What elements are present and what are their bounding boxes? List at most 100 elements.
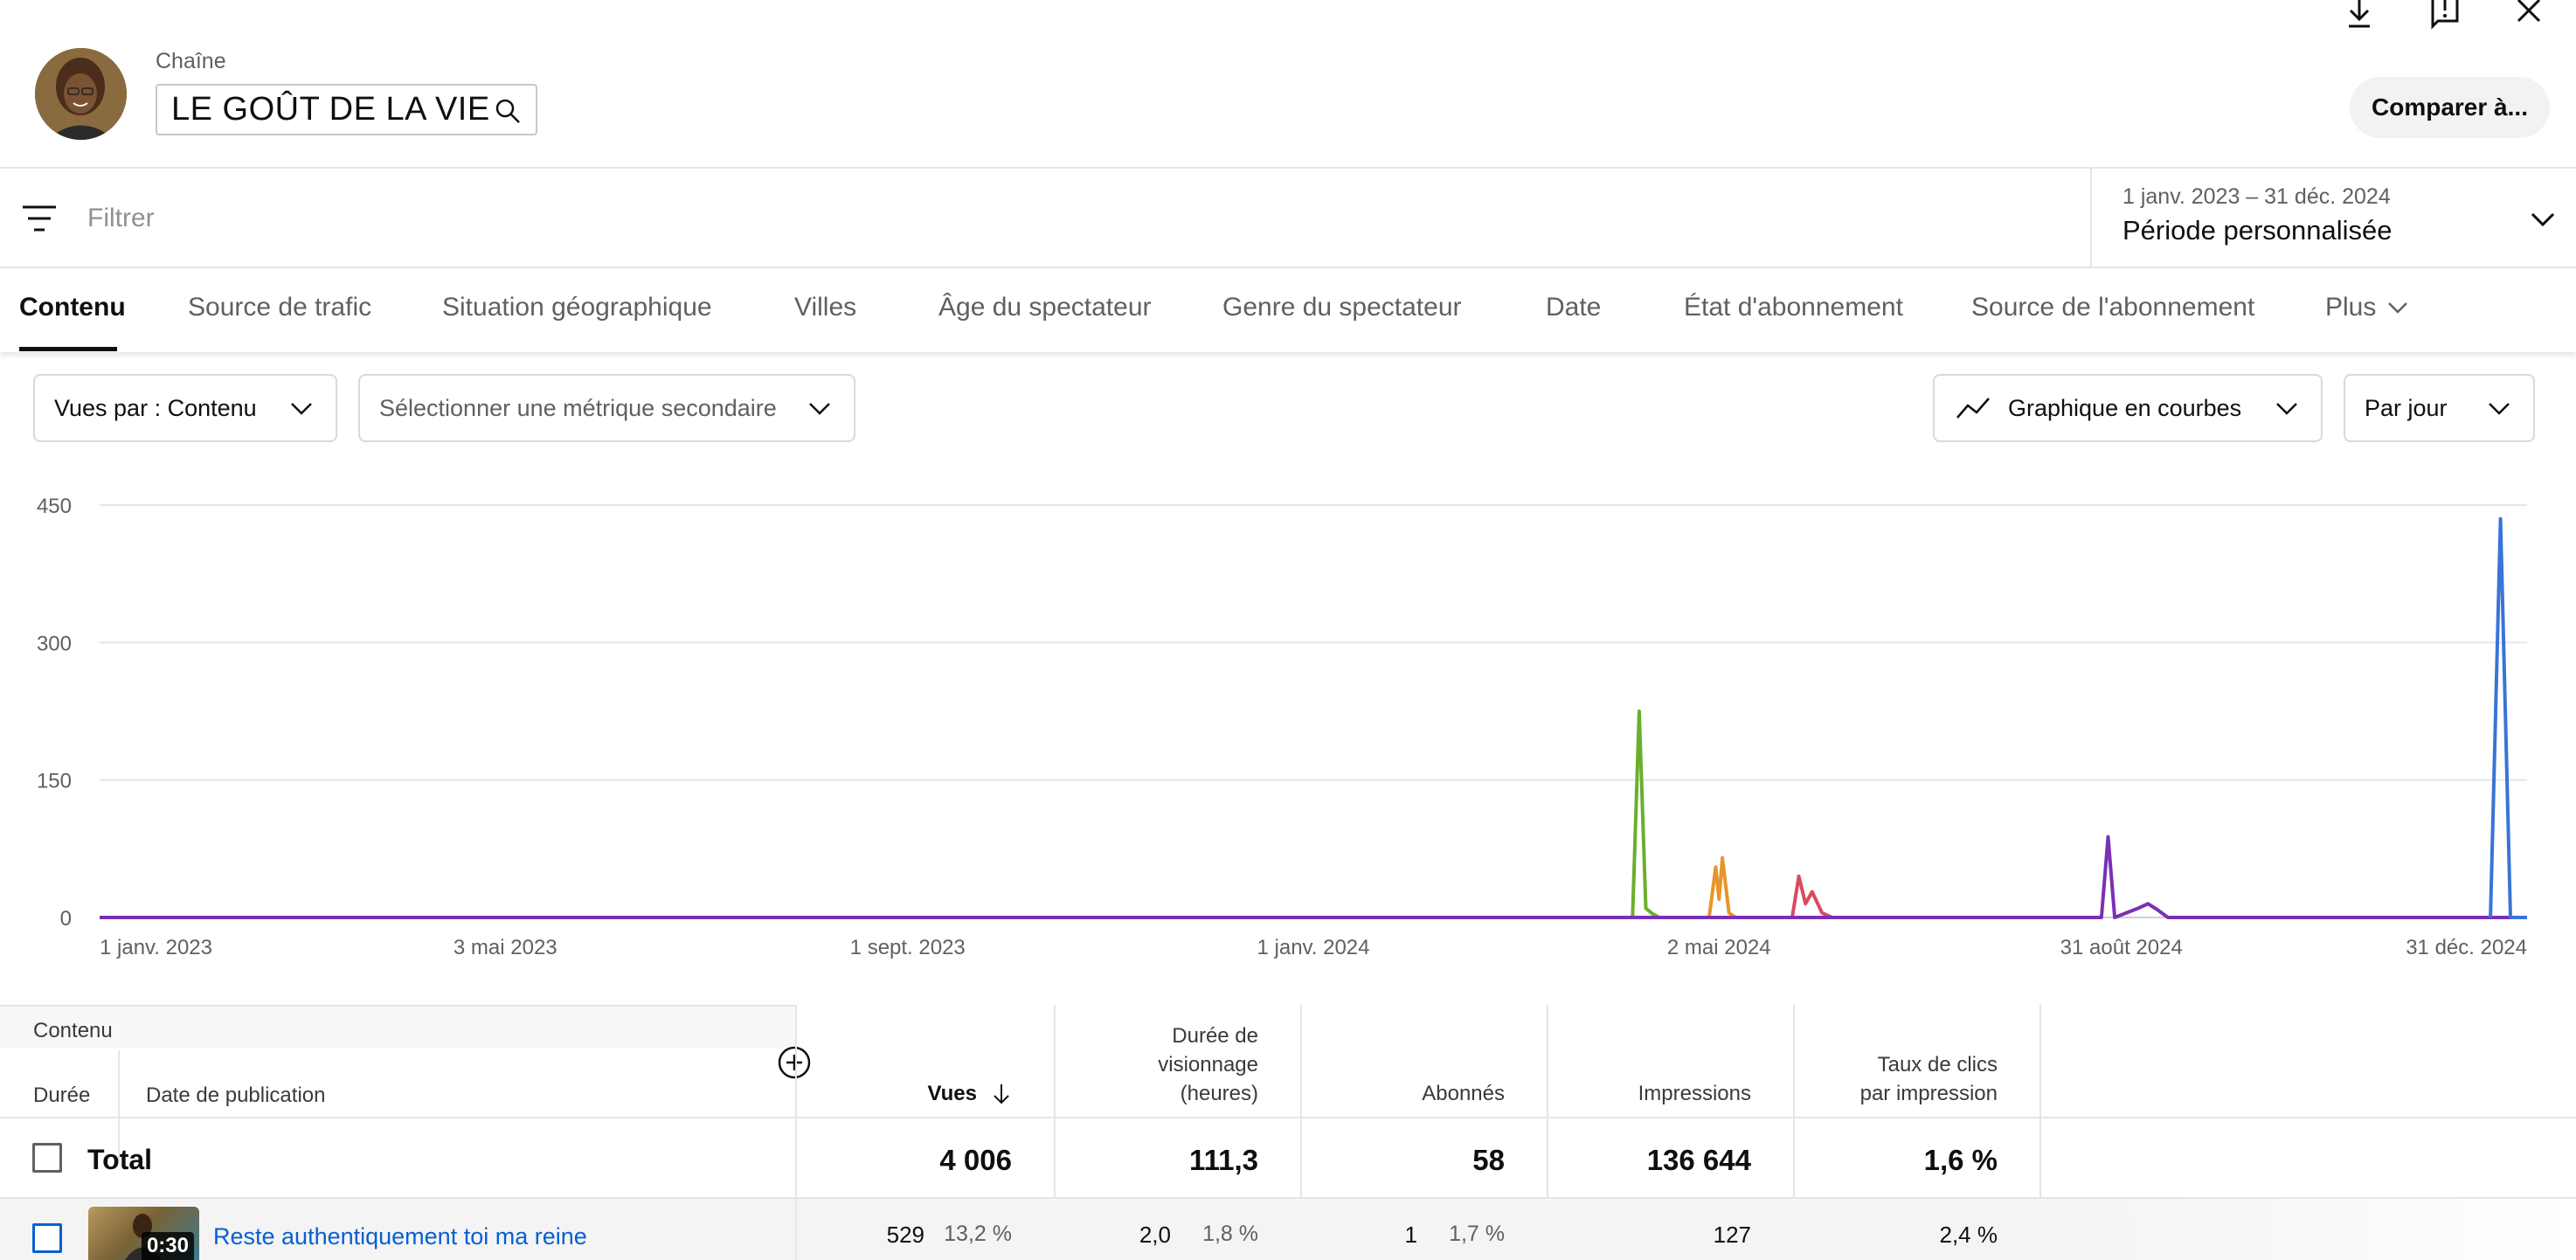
content-table: Contenu Durée Date de publication Vues D… [0,1005,2576,1260]
secondary-metric-label: Sélectionner une métrique secondaire [379,394,777,421]
primary-metric-label: Vues par : Contenu [54,394,257,421]
chevron-down-icon [291,403,312,415]
active-tab-indicator [19,347,117,351]
x-tick-label: 1 sept. 2023 [850,936,966,959]
tab-more[interactable]: Plus [2325,293,2409,322]
col-header-date[interactable]: Date de publication [146,1083,326,1107]
sort-down-icon [994,1084,1009,1104]
chevron-down-icon [2489,403,2510,415]
series-line-purple [100,834,2527,919]
y-tick-label: 300 [37,632,72,655]
total-duree-visionnage: 111,3 [1189,1144,1258,1176]
x-tick-label: 1 janv. 2023 [100,936,212,959]
y-tick-label: 450 [37,495,72,518]
period-range: 1 janv. 2023 – 31 déc. 2024 [2122,184,2391,209]
chevron-down-icon [2276,403,2297,415]
download-icon[interactable] [2342,0,2377,31]
group-header-label: Contenu [33,1019,113,1042]
x-tick-label: 2 mai 2024 [1667,936,1771,959]
total-taux-clics: 1,6 % [1923,1144,1998,1176]
tab-genre-du-spectateur[interactable]: Genre du spectateur [1222,293,1462,322]
chart-type-label: Graphique en courbes [2008,394,2242,421]
channel-name: LE GOÛT DE LA VIE [171,91,490,128]
tab-situation-geographique[interactable]: Situation géographique [442,293,712,322]
granularity-label: Par jour [2365,394,2448,421]
search-icon[interactable] [494,97,522,125]
column-divider [1793,1005,1795,1260]
period-name: Période personnalisée [2122,215,2392,246]
row-abonnes-pct: 1,7 % [1449,1222,1505,1246]
col-header-vues-label: Vues [927,1082,977,1105]
filter-icon[interactable] [21,204,58,233]
col-header-duree[interactable]: Durée [33,1083,91,1107]
table-row[interactable] [0,1199,2576,1260]
column-divider [1054,1005,1056,1260]
x-tick-label: 31 déc. 2024 [2406,936,2527,959]
feedback-icon[interactable] [2427,0,2462,31]
column-divider [1300,1005,1302,1260]
column-divider [795,1005,797,1260]
y-tick-label: 150 [37,770,72,793]
row-abonnes: 1 [1404,1222,1417,1248]
tab-more-label: Plus [2325,293,2377,322]
chart-type-select[interactable]: Graphique en courbes [1933,374,2323,442]
x-tick-label: 31 août 2024 [2060,936,2183,959]
period-selector[interactable]: 1 janv. 2023 – 31 déc. 2024 Période pers… [2090,169,2576,268]
channel-label: Chaîne [156,49,226,73]
video-title-link[interactable]: Reste authentiquement toi ma reine [213,1223,587,1250]
chevron-down-icon [2388,302,2408,314]
row-taux-clics: 2,4 % [1939,1222,1998,1248]
x-tick-label: 1 janv. 2024 [1257,936,1370,959]
total-vues: 4 006 [939,1144,1012,1176]
close-icon[interactable] [2513,0,2548,31]
col-header-vues[interactable]: Vues [795,1005,1014,1117]
column-divider [1547,1005,1548,1260]
series-line-green [1631,710,1660,919]
tab-source-de-trafic[interactable]: Source de trafic [188,293,372,322]
total-label: Total [87,1144,153,1175]
total-impressions: 136 644 [1646,1144,1751,1176]
y-tick-label: 0 [60,907,72,931]
tab-villes[interactable]: Villes [794,293,857,322]
video-thumbnail[interactable]: 0:30 [88,1207,199,1260]
row-checkbox[interactable] [32,1223,62,1253]
col-header-taux-clics[interactable]: Taux de clics par impression [1859,1053,1998,1105]
tab-date[interactable]: Date [1546,293,1602,322]
secondary-metric-select[interactable]: Sélectionner une métrique secondaire [358,374,855,442]
channel-avatar [35,48,127,140]
line-chart-icon [1956,398,1990,419]
granularity-select[interactable]: Par jour [2344,374,2535,442]
col-header-abonnes[interactable]: Abonnés [1422,1082,1505,1105]
select-all-checkbox[interactable] [32,1143,62,1173]
table-group-header: Contenu [0,1005,795,1049]
col-header-impressions[interactable]: Impressions [1638,1082,1751,1105]
row-duree-visionnage: 2,0 [1139,1222,1171,1248]
x-tick-label: 3 mai 2023 [454,936,557,959]
views-line-chart[interactable]: 450 300 150 0 1 janv. 2023 3 mai 2023 1 sept. … [0,472,2576,970]
filter-input[interactable] [87,193,1136,244]
report-header: Chaîne LE GOÛT DE LA VIE Comparer à... [0,0,2576,169]
add-column-icon[interactable] [777,1045,812,1080]
row-impressions: 127 [1713,1222,1751,1248]
tab-source-abonnement[interactable]: Source de l'abonnement [1971,293,2255,322]
column-divider [795,1199,797,1260]
col-header-duree-visionnage[interactable]: Durée de visionnage (heures) [1158,1024,1258,1105]
dimension-tabs: Contenu Source de trafic Situation géogr… [0,268,2576,352]
series-line-blue [2489,516,2527,919]
column-divider [118,1050,120,1160]
row-vues-pct: 13,2 % [944,1222,1012,1246]
series-line-red [1790,874,1833,919]
column-divider [2039,1005,2041,1260]
row-duree-visionnage-pct: 1,8 % [1202,1222,1258,1246]
compare-button[interactable]: Comparer à... [2350,77,2550,138]
chevron-down-icon [2531,212,2555,227]
primary-metric-select[interactable]: Vues par : Contenu [33,374,337,442]
tab-age-du-spectateur[interactable]: Âge du spectateur [938,293,1152,322]
tab-contenu[interactable]: Contenu [19,293,126,322]
total-abonnes: 58 [1472,1144,1505,1176]
series-line-orange [1707,855,1737,919]
tab-etat-abonnement[interactable]: État d'abonnement [1684,293,1903,322]
video-duration: 0:30 [141,1232,194,1260]
filter-bar: 1 janv. 2023 – 31 déc. 2024 Période pers… [0,169,2576,268]
channel-selector[interactable]: LE GOÛT DE LA VIE [156,84,537,135]
